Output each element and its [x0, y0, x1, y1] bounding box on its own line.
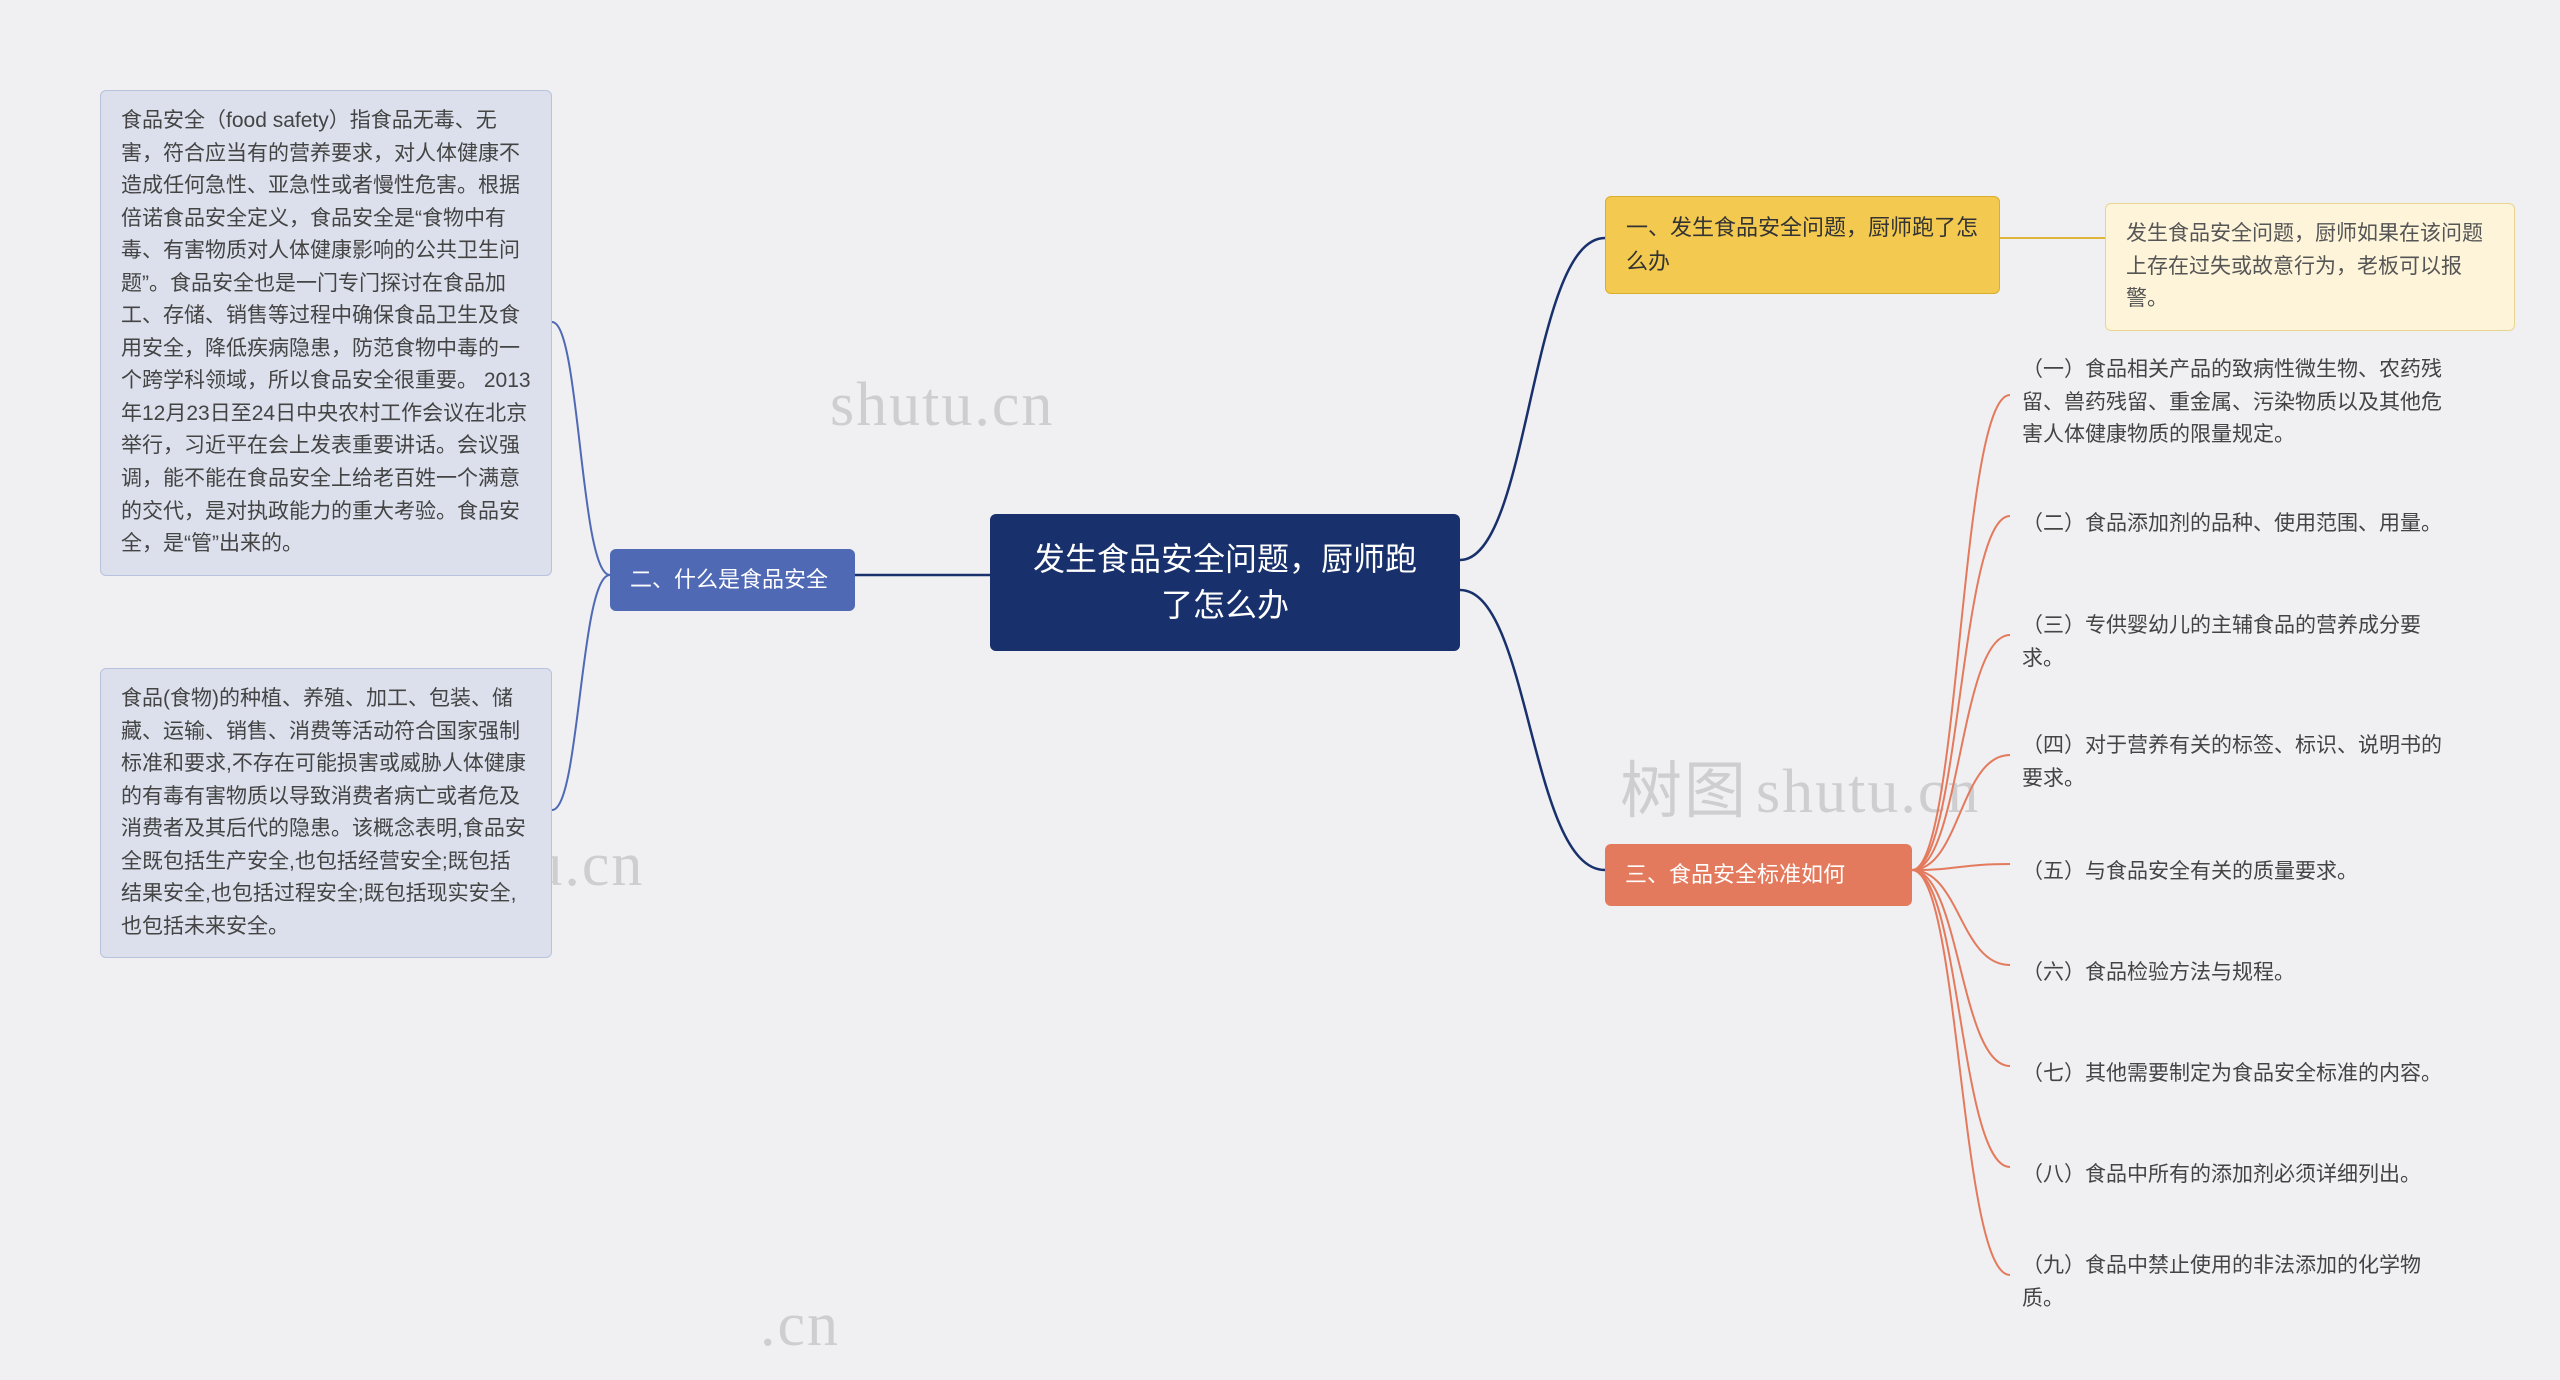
branch-3-label: 三、食品安全标准如何 [1625, 862, 1845, 887]
branch-2-leaf-1[interactable]: 食品安全（food safety）指食品无毒、无害，符合应当有的营养要求，对人体… [100, 90, 552, 576]
branch-3-leaf[interactable]: （六）食品检验方法与规程。 [2010, 949, 2464, 998]
branch-3-leaf[interactable]: （四）对于营养有关的标签、标识、说明书的要求。 [2010, 722, 2464, 803]
branch-node-3[interactable]: 三、食品安全标准如何 [1605, 844, 1912, 906]
leaf-text: （二）食品添加剂的品种、使用范围、用量。 [2022, 512, 2442, 535]
branch-3-leaf[interactable]: （五）与食品安全有关的质量要求。 [2010, 848, 2464, 897]
branch-3-leaf[interactable]: （八）食品中所有的添加剂必须详细列出。 [2010, 1151, 2464, 1200]
leaf-text: （九）食品中禁止使用的非法添加的化学物质。 [2022, 1254, 2421, 1310]
branch-1-leaf[interactable]: 发生食品安全问题，厨师如果在该问题上存在过失或故意行为，老板可以报警。 [2105, 203, 2515, 331]
branch-2-label: 二、什么是食品安全 [630, 567, 828, 592]
leaf-text: （七）其他需要制定为食品安全标准的内容。 [2022, 1062, 2442, 1085]
leaf-text: （一）食品相关产品的致病性微生物、农药残留、兽药残留、重金属、污染物质以及其他危… [2022, 358, 2442, 446]
branch-node-2[interactable]: 二、什么是食品安全 [610, 549, 855, 611]
leaf-text: 发生食品安全问题，厨师如果在该问题上存在过失或故意行为，老板可以报警。 [2126, 222, 2483, 310]
leaf-text: （六）食品检验方法与规程。 [2022, 961, 2295, 984]
watermark: .cn [760, 1290, 840, 1361]
leaf-text: （四）对于营养有关的标签、标识、说明书的要求。 [2022, 734, 2442, 790]
branch-3-leaf[interactable]: （三）专供婴幼儿的主辅食品的营养成分要求。 [2010, 602, 2464, 683]
leaf-text: 食品安全（food safety）指食品无毒、无害，符合应当有的营养要求，对人体… [121, 109, 531, 555]
root-label: 发生食品安全问题，厨师跑了怎么办 [1033, 541, 1417, 623]
branch-2-leaf-2[interactable]: 食品(食物)的种植、养殖、加工、包装、储藏、运输、销售、消费等活动符合国家强制标… [100, 668, 552, 958]
branch-3-leaf[interactable]: （九）食品中禁止使用的非法添加的化学物质。 [2010, 1242, 2464, 1323]
branch-node-1[interactable]: 一、发生食品安全问题，厨师跑了怎么办 [1605, 196, 2000, 294]
mindmap-root[interactable]: 发生食品安全问题，厨师跑了怎么办 [990, 514, 1460, 651]
watermark: shutu.cn [830, 370, 1054, 441]
leaf-text: （八）食品中所有的添加剂必须详细列出。 [2022, 1163, 2421, 1186]
branch-1-label: 一、发生食品安全问题，厨师跑了怎么办 [1626, 215, 1978, 274]
branch-3-leaf[interactable]: （七）其他需要制定为食品安全标准的内容。 [2010, 1050, 2464, 1099]
branch-3-leaf[interactable]: （二）食品添加剂的品种、使用范围、用量。 [2010, 500, 2464, 549]
watermark: 树图shutu.cn [1620, 740, 1980, 830]
mindmap-canvas: shutu.cn 树图shutu.cn shutu.cn .cn 发生食品安全问… [0, 0, 2560, 1380]
leaf-text: （三）专供婴幼儿的主辅食品的营养成分要求。 [2022, 614, 2421, 670]
leaf-text: （五）与食品安全有关的质量要求。 [2022, 860, 2358, 883]
branch-3-leaf[interactable]: （一）食品相关产品的致病性微生物、农药残留、兽药残留、重金属、污染物质以及其他危… [2010, 346, 2464, 460]
leaf-text: 食品(食物)的种植、养殖、加工、包装、储藏、运输、销售、消费等活动符合国家强制标… [121, 687, 526, 938]
